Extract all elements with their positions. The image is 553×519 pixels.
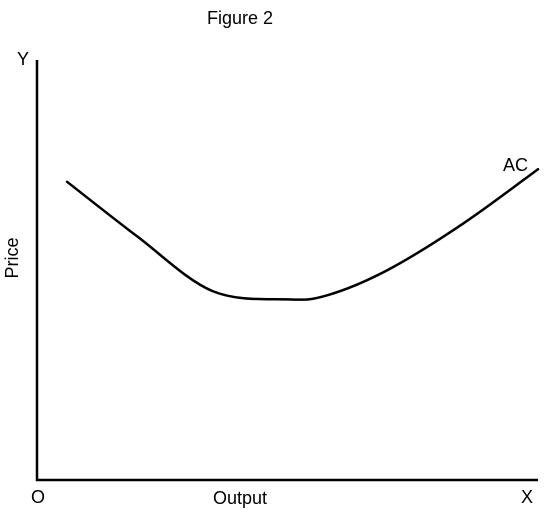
series-label-ac: AC xyxy=(503,155,528,175)
x-axis-title: Output xyxy=(213,488,267,508)
y-axis-letter: Y xyxy=(17,49,29,69)
origin-label: O xyxy=(31,487,45,507)
x-axis-letter: X xyxy=(521,487,533,507)
y-axis-title: Price xyxy=(2,237,22,278)
series-line-ac xyxy=(65,167,540,301)
chart-title: Figure 2 xyxy=(207,8,273,28)
